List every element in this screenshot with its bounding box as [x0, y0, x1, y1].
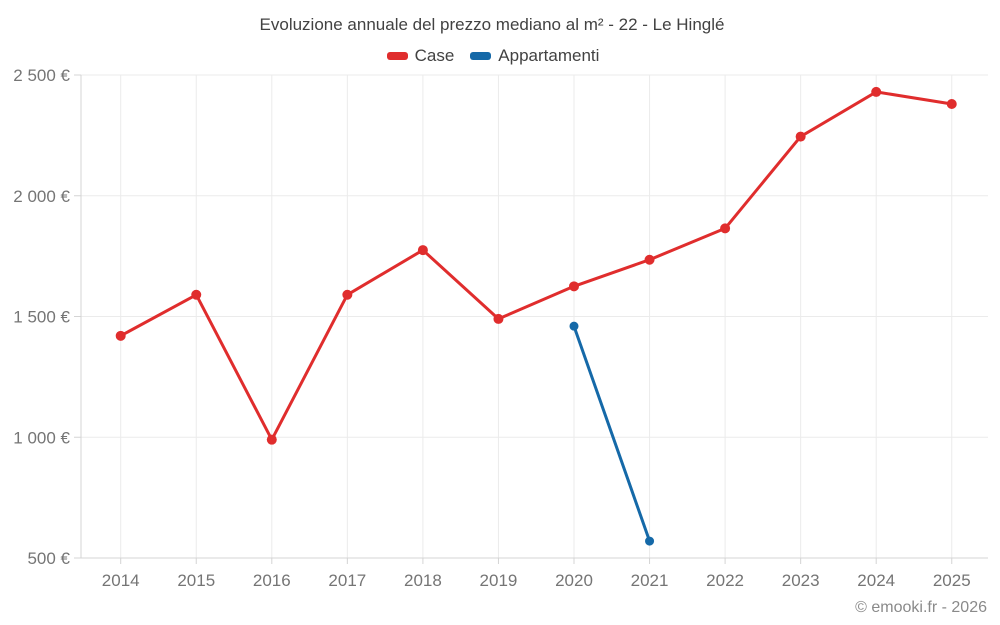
x-tick-label: 2020 — [555, 571, 593, 590]
point-case-2017 — [342, 289, 353, 300]
x-tick-label: 2019 — [480, 571, 518, 590]
x-tick-label: 2022 — [706, 571, 744, 590]
x-tick-label: 2024 — [857, 571, 895, 590]
point-appartamenti-2021 — [645, 536, 655, 546]
point-case-2014 — [115, 330, 126, 341]
legend-label-appartamenti: Appartamenti — [498, 46, 600, 65]
point-case-2023 — [795, 131, 806, 142]
x-tick-label: 2018 — [404, 571, 442, 590]
series-line-appartamenti — [572, 324, 652, 543]
x-tick-label: 2025 — [933, 571, 971, 590]
x-tick-label: 2023 — [782, 571, 820, 590]
x-tick-label: 2015 — [177, 571, 215, 590]
x-tick-label: 2017 — [328, 571, 366, 590]
y-tick-label: 2 500 € — [13, 66, 70, 85]
point-case-2024 — [871, 86, 882, 97]
series-line-case — [119, 90, 954, 442]
point-case-2015 — [191, 289, 202, 300]
chart-legend: Case Appartamenti — [0, 45, 986, 67]
x-tick-label: 2016 — [253, 571, 291, 590]
legend-label-case: Case — [414, 46, 455, 65]
legend-item-case[interactable]: Case — [386, 46, 455, 66]
y-tick-label: 2 000 € — [13, 187, 70, 206]
point-case-2016 — [266, 434, 277, 445]
point-case-2018 — [417, 245, 428, 256]
point-case-2022 — [720, 223, 731, 234]
point-case-2025 — [946, 98, 957, 109]
y-tick-label: 500 € — [27, 549, 70, 568]
point-case-2019 — [493, 313, 504, 324]
chart-title: Evoluzione annuale del prezzo mediano al… — [259, 15, 725, 34]
point-case-2020 — [569, 281, 579, 292]
legend-item-appartamenti[interactable]: Appartamenti — [470, 46, 599, 66]
y-tick-label: 1 500 € — [13, 308, 70, 327]
x-tick-label: 2021 — [631, 571, 669, 590]
x-tick-label: 2014 — [102, 571, 140, 590]
copyright-text: © emooki.fr - 2026 — [855, 599, 987, 616]
legend-swatch-appartamenti-icon — [470, 52, 492, 60]
point-appartamenti-2020 — [569, 321, 579, 331]
point-case-2021 — [644, 254, 655, 265]
legend-swatch-case-icon — [386, 52, 408, 60]
y-tick-label: 1 000 € — [13, 428, 70, 447]
